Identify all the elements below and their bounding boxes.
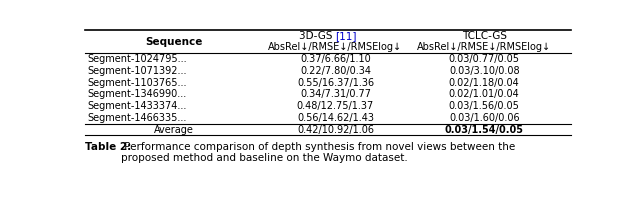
Text: Segment-1433374...: Segment-1433374... [88,101,187,111]
Text: Average: Average [154,125,194,135]
Text: 0.03/3.10/0.08: 0.03/3.10/0.08 [449,66,520,76]
Text: 0.34/7.31/0.77: 0.34/7.31/0.77 [300,89,371,99]
Text: 3D-GS: 3D-GS [299,31,335,41]
Text: 0.03/1.56/0.05: 0.03/1.56/0.05 [449,101,520,111]
Text: 0.03/1.54/0.05: 0.03/1.54/0.05 [445,125,524,135]
Text: Segment-1466335...: Segment-1466335... [88,113,187,123]
Text: 0.55/16.37/1.36: 0.55/16.37/1.36 [297,78,374,88]
Text: Segment-1103765...: Segment-1103765... [88,78,187,88]
Text: 0.48/12.75/1.37: 0.48/12.75/1.37 [297,101,374,111]
Text: TCLC-GS: TCLC-GS [461,31,507,41]
Text: Segment-1346990...: Segment-1346990... [88,89,187,99]
Text: 0.37/6.66/1.10: 0.37/6.66/1.10 [300,54,371,64]
Text: 0.03/1.60/0.06: 0.03/1.60/0.06 [449,113,520,123]
Text: 0.02/1.01/0.04: 0.02/1.01/0.04 [449,89,520,99]
Text: [11]: [11] [335,31,357,41]
Text: Segment-1024795...: Segment-1024795... [88,54,187,64]
Text: 0.02/1.18/0.04: 0.02/1.18/0.04 [449,78,520,88]
Text: AbsRel↓/RMSE↓/RMSElog↓: AbsRel↓/RMSE↓/RMSElog↓ [268,42,403,52]
Text: AbsRel↓/RMSE↓/RMSElog↓: AbsRel↓/RMSE↓/RMSElog↓ [417,42,551,52]
Text: 0.56/14.62/1.43: 0.56/14.62/1.43 [297,113,374,123]
Text: 0.03/0.77/0.05: 0.03/0.77/0.05 [449,54,520,64]
Text: 0.42/10.92/1.06: 0.42/10.92/1.06 [297,125,374,135]
Text: 0.22/7.80/0.34: 0.22/7.80/0.34 [300,66,371,76]
Text: Table 2:: Table 2: [85,142,131,152]
Text: Performance comparison of depth synthesis from novel views between the
proposed : Performance comparison of depth synthesi… [121,142,515,163]
Text: Sequence: Sequence [145,37,203,47]
Text: Segment-1071392...: Segment-1071392... [88,66,187,76]
